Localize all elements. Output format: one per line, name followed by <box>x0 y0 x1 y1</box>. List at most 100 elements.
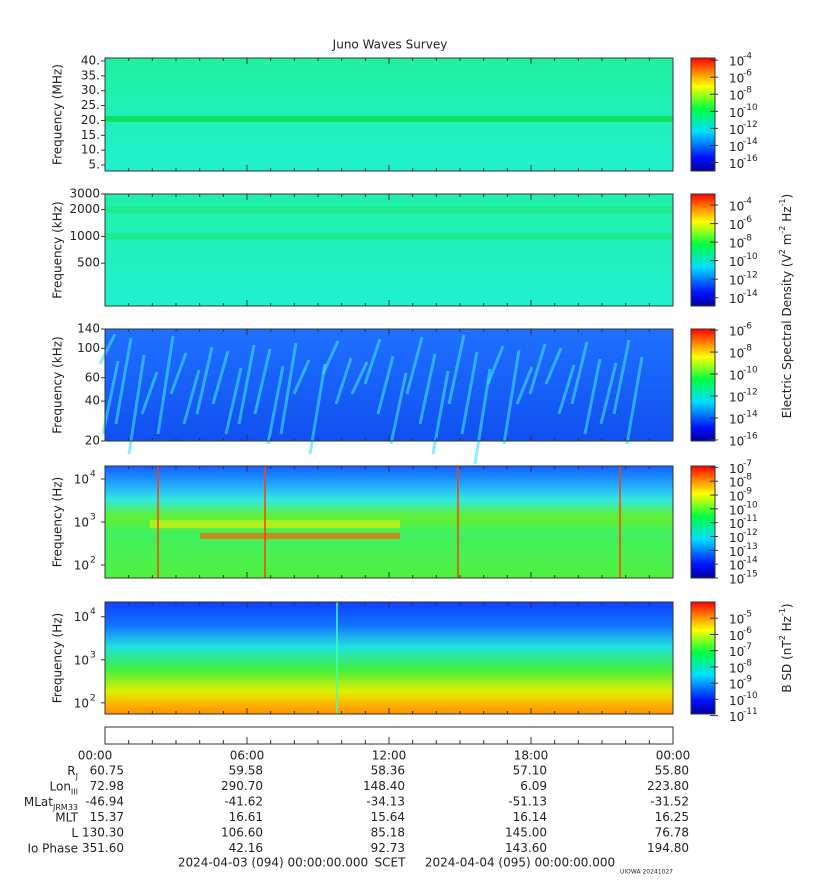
colorbar-title-part: m <box>780 234 794 250</box>
colorbar-tick-base: 10 <box>729 476 744 490</box>
y-tick-label: 5. <box>89 158 100 172</box>
colorbar-tick-base: 10 <box>729 412 744 426</box>
streak <box>237 344 256 425</box>
ephemeris-value: 57.10 <box>513 764 547 778</box>
colorbar-tick-exp: -14 <box>743 289 758 299</box>
ephemeris-value: 85.18 <box>371 826 405 840</box>
y-tick-label: 10. <box>81 143 100 157</box>
y-tick-exp: 4 <box>90 607 96 617</box>
streak <box>127 354 146 455</box>
ephemeris-value: 194.80 <box>647 841 689 855</box>
colorbar-title-part: B SD (nT <box>780 640 794 693</box>
streak <box>599 362 618 425</box>
ephemeris-label-main: MLat <box>24 795 53 809</box>
colorbar-tick-exp: -7 <box>743 459 752 469</box>
colorbar-tick-base: 10 <box>729 645 744 659</box>
colorbar-tick-base: 10 <box>729 390 744 404</box>
y-tick-base: 10 <box>74 653 89 667</box>
streak <box>418 353 437 425</box>
colorbar-tick-exp: -12 <box>743 271 758 281</box>
y-tick-label: 140 <box>77 322 100 336</box>
colorbar-tick-base: 10 <box>729 462 744 476</box>
colorbar-tick-base: 10 <box>729 710 744 724</box>
ephemeris-value: 59.58 <box>229 764 263 778</box>
band <box>105 206 673 213</box>
colorbar-tick-base: 10 <box>729 106 744 120</box>
colorbar-title: B SD (nT2 Hz-1) <box>778 603 794 692</box>
streak <box>557 364 576 415</box>
ephemeris-value: 148.40 <box>363 779 405 793</box>
emission <box>200 532 400 539</box>
streak <box>211 350 230 405</box>
y-axis-label: Frequency (kHz) <box>51 336 65 433</box>
spectrogram <box>105 194 673 306</box>
y-tick-label: 40 <box>85 394 100 408</box>
streak <box>363 338 382 385</box>
ephemeris-label-main: Io Phase <box>27 841 78 855</box>
streak <box>182 369 201 425</box>
colorbar-tick-base: 10 <box>729 573 744 587</box>
ephemeris-value: 106.60 <box>221 826 263 840</box>
colorbar-tick-exp: -8 <box>743 344 752 354</box>
ephemeris-label-sub: JRM33 <box>52 803 78 812</box>
streak <box>460 351 479 435</box>
y-axis-label: Frequency (kHz) <box>51 201 65 298</box>
colorbar-tick-exp: -12 <box>743 387 758 397</box>
colorbar-tick-base: 10 <box>729 661 744 675</box>
y-tick-label: 25. <box>81 98 100 112</box>
time-tick-label: 00:00 <box>656 749 691 763</box>
ephemeris-value: 143.60 <box>505 841 547 855</box>
ephemeris-value: 15.64 <box>371 810 405 824</box>
colorbar-title-part: -1 <box>778 199 787 207</box>
colorbar-title-part: -1 <box>778 608 787 616</box>
colorbar-tick-base: 10 <box>729 157 744 171</box>
emission <box>150 520 400 529</box>
streak <box>279 342 298 435</box>
y-axis-label: Frequency (Hz) <box>51 477 65 568</box>
colorbar-tick-base: 10 <box>729 559 744 573</box>
colorbar <box>690 193 716 307</box>
colorbar-tick-base: 10 <box>729 123 744 137</box>
colorbar-tick-base: 10 <box>729 218 744 232</box>
ephemeris-value: -51.13 <box>508 795 547 809</box>
colorbar-tick-base: 10 <box>729 629 744 643</box>
colorbar <box>690 57 716 172</box>
colorbar-tick-exp: -6 <box>743 626 752 636</box>
colorbar <box>690 601 716 715</box>
streak <box>502 349 521 445</box>
colorbar-tick-exp: -9 <box>743 675 752 685</box>
colorbar-title-part: Hz <box>780 206 794 225</box>
ephemeris-value: 130.30 <box>82 826 124 840</box>
colorbar-tick-exp: -5 <box>743 610 752 620</box>
ephemeris-label-main: R <box>67 764 75 778</box>
ephemeris-value: 60.75 <box>90 764 124 778</box>
streak <box>447 334 466 405</box>
colorbar-tick-exp: -8 <box>743 473 752 483</box>
ephemeris-value: 42.16 <box>229 841 263 855</box>
y-tick-exp: 2 <box>90 556 96 566</box>
ephemeris-value: 55.80 <box>655 764 689 778</box>
colorbar-tick-base: 10 <box>729 325 744 339</box>
ephemeris-value: 16.25 <box>655 810 689 824</box>
colorbar-tick-exp: -10 <box>743 366 758 376</box>
colorbar-title-part: ) <box>780 603 794 608</box>
colorbar-tick-exp: -16 <box>743 431 758 441</box>
y-tick-label: 3000 <box>69 187 100 201</box>
y-tick-base: 10 <box>74 516 89 530</box>
y-axis-label: Frequency (Hz) <box>51 613 65 704</box>
ephemeris-value: -34.13 <box>366 795 405 809</box>
colorbar-tick-base: 10 <box>729 531 744 545</box>
ephemeris-label-main: MLT <box>55 810 78 824</box>
streak <box>292 359 311 395</box>
colorbar-tick-exp: -4 <box>743 52 752 62</box>
band <box>105 233 673 240</box>
colorbar-title: Electric Spectral Density (V2 m-2 Hz-1) <box>778 194 794 418</box>
streak <box>431 370 450 455</box>
y-tick-exp: 3 <box>90 513 96 523</box>
colorbar-tick-exp: -10 <box>743 103 758 113</box>
y-tick-label: 20. <box>81 113 100 127</box>
ephemeris-label: LonIII <box>50 779 79 796</box>
colorbar-tick-base: 10 <box>729 55 744 69</box>
streak <box>544 347 563 385</box>
colorbar-tick-exp: -6 <box>743 322 752 332</box>
